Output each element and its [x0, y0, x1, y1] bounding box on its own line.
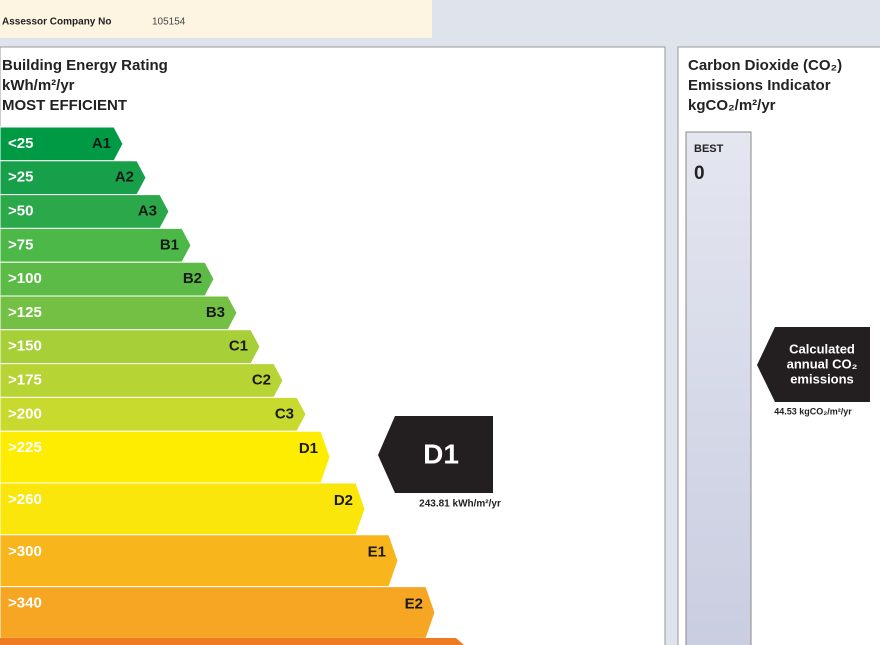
co2-title-line: kgCO₂/m²/yr	[688, 97, 776, 114]
co2-bar	[685, 131, 752, 645]
band-range: >25	[8, 169, 33, 186]
ber-unit: kWh/m²/yr	[2, 77, 75, 94]
co2-value: 44.53 kgCO₂/m²/yr	[774, 406, 852, 416]
band-grade: C3	[275, 405, 294, 422]
band	[0, 363, 284, 398]
band-range: >50	[8, 202, 33, 219]
band-grade: D1	[299, 440, 318, 457]
band	[0, 261, 215, 297]
band-grade: E2	[405, 595, 423, 612]
co2-title-line: Emissions Indicator	[688, 77, 831, 94]
band-range: >75	[8, 236, 33, 253]
header-label: Assessor Company No	[2, 17, 111, 28]
best-value: 0	[694, 163, 705, 184]
band	[0, 160, 147, 196]
header-card	[0, 0, 432, 38]
rating: D1	[423, 438, 459, 469]
band-grade: A3	[138, 202, 157, 219]
band-grade: D2	[334, 492, 353, 509]
co2-arrow	[757, 327, 870, 402]
band-grade: C2	[252, 371, 271, 388]
band	[0, 534, 399, 588]
band-range: >340	[8, 595, 42, 612]
rating-value: 243.81 kWh/m²/yr	[419, 499, 501, 510]
band-range: <25	[8, 135, 33, 152]
band-range: >175	[8, 371, 42, 388]
band-grade: E1	[368, 544, 386, 561]
band	[0, 586, 436, 639]
scale-top: MOST EFFICIENT	[2, 97, 127, 114]
band-grade: B3	[206, 304, 225, 321]
band-range: >225	[8, 439, 42, 456]
co2-indicator-line: Calculated	[789, 341, 855, 356]
band	[0, 194, 170, 229]
ber-title: Building Energy Rating	[2, 57, 168, 74]
co2-title-line: Carbon Dioxide (CO₂)	[688, 57, 842, 74]
band-f	[0, 638, 464, 645]
band-range: >300	[8, 543, 42, 560]
band	[0, 329, 261, 365]
band-grade: B1	[160, 236, 179, 253]
best-label: BEST	[694, 143, 724, 155]
band	[0, 430, 331, 484]
band-range: >260	[8, 491, 42, 508]
band	[0, 227, 192, 263]
band	[0, 482, 366, 536]
band-grade: A2	[115, 169, 134, 186]
co2-indicator-line: annual CO₂	[787, 356, 858, 371]
band-grade: B2	[183, 270, 202, 287]
band-range: >150	[8, 338, 42, 355]
bands: <25 A1 >25 A2 >50 A3 >75 B1 >100 B2 >125 B3 >150 C1 >1…	[0, 126, 436, 639]
co2-indicator-line: emissions	[790, 371, 854, 386]
band-grade: A1	[92, 135, 111, 152]
rating-arrow	[378, 416, 493, 493]
band	[0, 295, 238, 331]
header-value: 105154	[152, 17, 186, 28]
band	[0, 396, 307, 432]
band-range: >100	[8, 270, 42, 287]
band-grade: C1	[229, 338, 248, 355]
header: Assessor Company No 105154	[2, 17, 186, 28]
band-range: >125	[8, 304, 42, 321]
co2-title: Carbon Dioxide (CO₂) Emissions Indicator k…	[688, 57, 842, 114]
band	[0, 126, 124, 162]
band-range: >200	[8, 405, 42, 422]
